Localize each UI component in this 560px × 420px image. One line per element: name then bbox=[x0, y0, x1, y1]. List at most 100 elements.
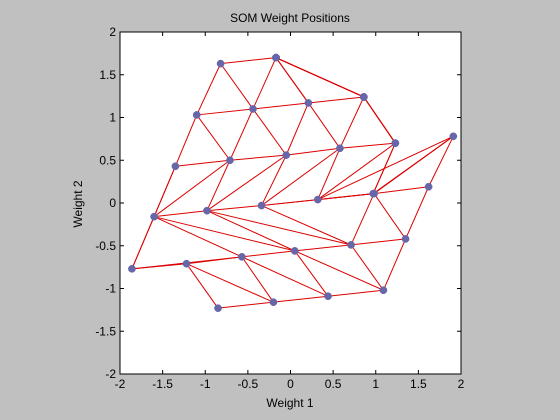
som-link bbox=[196, 108, 254, 116]
som-neuron bbox=[424, 182, 433, 191]
y-axis-label: Weight 2 bbox=[71, 180, 85, 227]
som-neuron bbox=[203, 206, 211, 215]
som-link bbox=[261, 154, 287, 206]
som-neuron bbox=[379, 286, 388, 295]
y-tick-label: -1 bbox=[105, 282, 116, 296]
som-neuron bbox=[324, 292, 332, 301]
x-tick-label: -1.5 bbox=[152, 377, 173, 391]
som-neuron bbox=[269, 298, 278, 307]
som-neuron bbox=[192, 111, 201, 119]
som-link bbox=[382, 238, 407, 291]
som-link bbox=[196, 114, 231, 161]
som-link bbox=[339, 142, 396, 149]
som-link bbox=[350, 238, 406, 246]
x-tick-label: -1 bbox=[200, 377, 211, 391]
som-link bbox=[186, 263, 219, 309]
som-neuron bbox=[171, 162, 180, 171]
som-link bbox=[196, 63, 222, 116]
som-link bbox=[154, 210, 208, 218]
som-link bbox=[317, 142, 396, 200]
som-link bbox=[350, 193, 375, 246]
som-link bbox=[206, 160, 231, 211]
som-neuron bbox=[257, 201, 266, 210]
som-link bbox=[372, 142, 396, 194]
som-link bbox=[220, 57, 277, 65]
x-tick-label: -2 bbox=[115, 377, 126, 391]
som-neuron bbox=[401, 235, 410, 243]
axes-background bbox=[120, 32, 461, 374]
som-neuron bbox=[282, 151, 291, 159]
som-neuron bbox=[369, 189, 378, 198]
y-tick-label: 1.5 bbox=[99, 68, 116, 82]
x-tick-label: 1 bbox=[372, 377, 379, 391]
som-link bbox=[241, 250, 295, 258]
som-link bbox=[275, 57, 365, 98]
som-neuron bbox=[226, 156, 234, 165]
som-link bbox=[261, 199, 318, 207]
som-link bbox=[241, 256, 274, 303]
som-link bbox=[317, 135, 454, 201]
som-link bbox=[252, 57, 277, 110]
som-link bbox=[261, 147, 341, 206]
som-links bbox=[131, 57, 454, 309]
som-link bbox=[206, 154, 287, 212]
som-link bbox=[252, 102, 309, 110]
som-link bbox=[241, 256, 329, 297]
som-link bbox=[327, 289, 384, 297]
y-axis-ticks: -2 -1.5 -1 -0.5 0 0.5 1 1.5 2 bbox=[95, 25, 461, 381]
y-tick-label: 0.5 bbox=[99, 153, 116, 167]
som-link bbox=[294, 250, 384, 291]
som-link bbox=[261, 205, 352, 246]
som-link bbox=[175, 159, 231, 167]
som-link bbox=[206, 210, 352, 246]
som-link bbox=[220, 63, 254, 110]
som-neuron bbox=[128, 264, 136, 273]
som-link bbox=[273, 295, 329, 303]
som-neuron bbox=[216, 59, 225, 68]
som-link bbox=[428, 136, 454, 187]
som-link bbox=[252, 108, 287, 156]
som-neuron bbox=[391, 139, 400, 147]
som-link bbox=[186, 263, 274, 303]
som-link bbox=[217, 301, 274, 309]
som-link bbox=[229, 154, 287, 161]
x-axis-ticks: -2 -1.5 -1 -0.5 0 0.5 1 1.5 2 bbox=[115, 32, 465, 391]
som-link bbox=[153, 216, 295, 252]
som-link bbox=[307, 102, 341, 149]
som-neuron bbox=[304, 99, 313, 107]
som-neuron bbox=[272, 53, 280, 62]
som-neuron bbox=[449, 132, 458, 141]
som-neuron bbox=[290, 247, 299, 255]
som-link bbox=[294, 244, 352, 252]
som-neurons bbox=[128, 53, 458, 313]
som-neuron bbox=[238, 253, 246, 261]
y-tick-label: 1 bbox=[109, 111, 116, 125]
som-neuron bbox=[359, 93, 368, 101]
x-tick-label: 2 bbox=[458, 377, 465, 391]
som-link bbox=[153, 159, 231, 218]
y-tick-label: -1.5 bbox=[95, 324, 116, 338]
som-link bbox=[206, 210, 295, 252]
som-link bbox=[153, 166, 176, 217]
som-link bbox=[308, 96, 364, 104]
som-link bbox=[153, 216, 243, 258]
som-link bbox=[286, 147, 341, 156]
som-link bbox=[174, 114, 198, 167]
y-tick-label: -2 bbox=[105, 367, 116, 381]
y-tick-label: 2 bbox=[109, 25, 116, 39]
som-link bbox=[285, 102, 309, 156]
som-neuron bbox=[214, 304, 222, 313]
x-axis-label: Weight 1 bbox=[266, 396, 313, 410]
y-tick-label: 0 bbox=[109, 196, 116, 210]
som-link bbox=[275, 57, 309, 104]
y-tick-label: -0.5 bbox=[95, 239, 116, 253]
som-link bbox=[317, 148, 341, 200]
som-link bbox=[229, 108, 254, 161]
som-link bbox=[339, 96, 365, 149]
x-tick-label: -0.5 bbox=[238, 377, 259, 391]
som-link bbox=[206, 205, 262, 212]
som-neuron bbox=[336, 144, 344, 153]
chart-title: SOM Weight Positions bbox=[230, 11, 350, 25]
som-link bbox=[363, 96, 396, 144]
